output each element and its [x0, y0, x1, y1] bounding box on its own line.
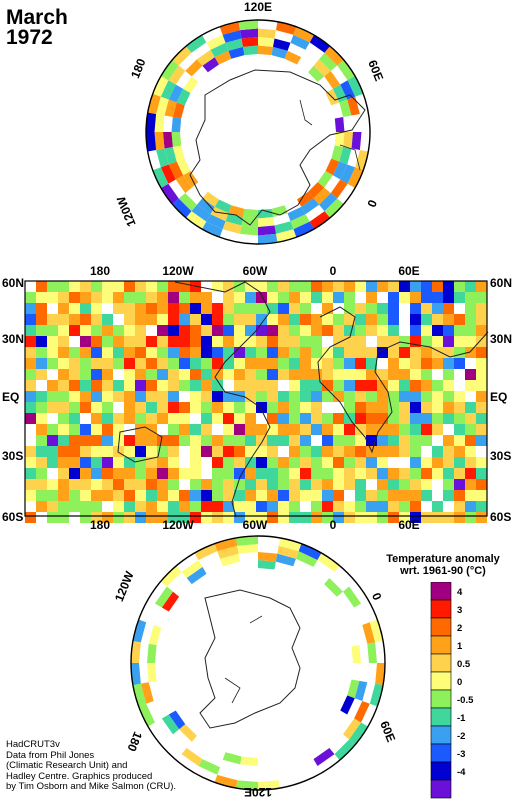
south-label-0: 0	[369, 591, 385, 603]
south-label-120e: 120E	[244, 785, 272, 799]
legend-swatch	[430, 671, 452, 691]
antarctica-coastline	[199, 589, 301, 729]
title-month: March	[6, 6, 68, 29]
bottom-lon-label: 180	[90, 518, 110, 530]
top-lon-label: 60W	[243, 264, 268, 278]
legend-tick-label: 1	[457, 641, 463, 652]
north-label-180: 180	[128, 56, 149, 80]
north-polar-coastline	[189, 69, 366, 226]
top-lon-label: 180	[90, 264, 110, 278]
world-lat-labels-right: 60N 30N EQ 30S 60S	[490, 276, 512, 524]
credit-line: Hadley Centre. Graphics produced	[6, 770, 153, 782]
legend-swatch	[430, 689, 452, 709]
legend-swatch	[430, 779, 452, 799]
south-label-120w: 120W	[112, 569, 137, 604]
legend-tick-label: 2	[457, 623, 462, 634]
top-lon-label: 120W	[162, 264, 194, 278]
credit-line: Data from Phil Jones	[6, 749, 95, 761]
south-polar-boundary	[130, 535, 386, 791]
lat-label-right: 30N	[490, 332, 512, 346]
north-polar-anomaly-cells	[146, 20, 369, 244]
north-label-120e: 120E	[244, 0, 272, 14]
credit-line: HadCRUT3v	[6, 739, 60, 750]
legend-swatch	[430, 761, 452, 781]
bottom-lon-label: 60W	[243, 518, 268, 530]
south-polar-map: 120W 0 180 60E 120E	[112, 535, 398, 799]
north-label-120w: 120W	[114, 194, 139, 229]
north-polar-boundary	[145, 19, 371, 245]
credit-line: (Climatic Research Unit) and	[6, 760, 128, 771]
north-label-60e: 60E	[365, 58, 386, 83]
legend-tick-label: -1	[457, 713, 466, 724]
world-map: 180 120W 60W 0 60E 180 120W 60W 0 60E 60…	[2, 264, 512, 530]
north-label-0: 0	[365, 197, 381, 209]
lat-label-right: EQ	[490, 390, 507, 404]
legend-tick-label: -4	[457, 767, 466, 778]
lat-label-right: 60N	[490, 276, 512, 290]
north-polar-map: 120E 180 60E 120W 0	[114, 0, 386, 245]
legend-swatch	[430, 582, 452, 601]
legend-swatch	[430, 707, 452, 727]
lat-label-left: 60S	[2, 510, 23, 524]
legend-tick-label: 4	[457, 587, 463, 598]
lat-label-left: 30S	[2, 449, 23, 463]
south-polar-anomaly-cells	[131, 536, 385, 790]
lat-label-right: 30S	[490, 449, 511, 463]
top-lon-label: 60E	[398, 264, 419, 278]
bottom-lon-label: 0	[330, 518, 337, 530]
lat-label-right: 60S	[490, 510, 511, 524]
legend-title: Temperature anomaly wrt. 1961-90 (°C)	[378, 553, 508, 577]
title-year: 1972	[6, 26, 53, 49]
world-bottom-lon-labels: 180 120W 60W 0 60E	[90, 518, 420, 530]
legend-swatch	[430, 599, 452, 619]
legend-tick-label: 0	[457, 677, 462, 688]
legend-swatch	[430, 617, 452, 637]
world-top-lon-labels: 180 120W 60W 0 60E	[90, 264, 420, 278]
south-label-60e: 60E	[377, 719, 398, 744]
top-lon-label: 0	[330, 264, 337, 278]
legend-tick-label: -2	[457, 731, 465, 742]
world-lat-labels-left: 60N 30N EQ 30S 60S	[2, 276, 24, 524]
legend-swatch	[430, 653, 452, 673]
map-title: March 1972	[6, 6, 68, 49]
legend-tick-label: -0.5	[457, 695, 474, 706]
legend-swatch	[430, 743, 452, 763]
legend-title-line1: Temperature anomaly	[386, 553, 500, 565]
australia-coastline	[117, 426, 163, 463]
legend-colorbar: 4 3 2 1 0.5 0 -0.5 -1 -2 -3 -4	[430, 582, 474, 799]
legend-tick-label: 3	[457, 605, 462, 616]
legend-swatch	[430, 635, 452, 655]
africa-eurasia-coastline	[317, 306, 489, 454]
legend-title-line2: wrt. 1961-90 (°C)	[400, 565, 486, 577]
credit-text: HadCRUT3v Data from Phil Jones (Climatic…	[6, 739, 176, 793]
lat-label-left: 60N	[2, 276, 24, 290]
americas-coastline	[174, 281, 271, 518]
legend-swatch	[430, 725, 452, 745]
world-anomaly-cells	[25, 281, 487, 523]
legend-tick-label: 0.5	[457, 659, 471, 670]
lat-label-left: EQ	[2, 390, 19, 404]
lat-label-left: 30N	[2, 332, 24, 346]
world-map-frame	[24, 280, 488, 517]
bottom-lon-label: 60E	[398, 518, 419, 530]
bottom-lon-label: 120W	[162, 518, 194, 530]
credit-line: by Tim Osborn and Mike Salmon (CRU).	[6, 781, 176, 792]
legend-tick-label: -3	[457, 749, 465, 760]
